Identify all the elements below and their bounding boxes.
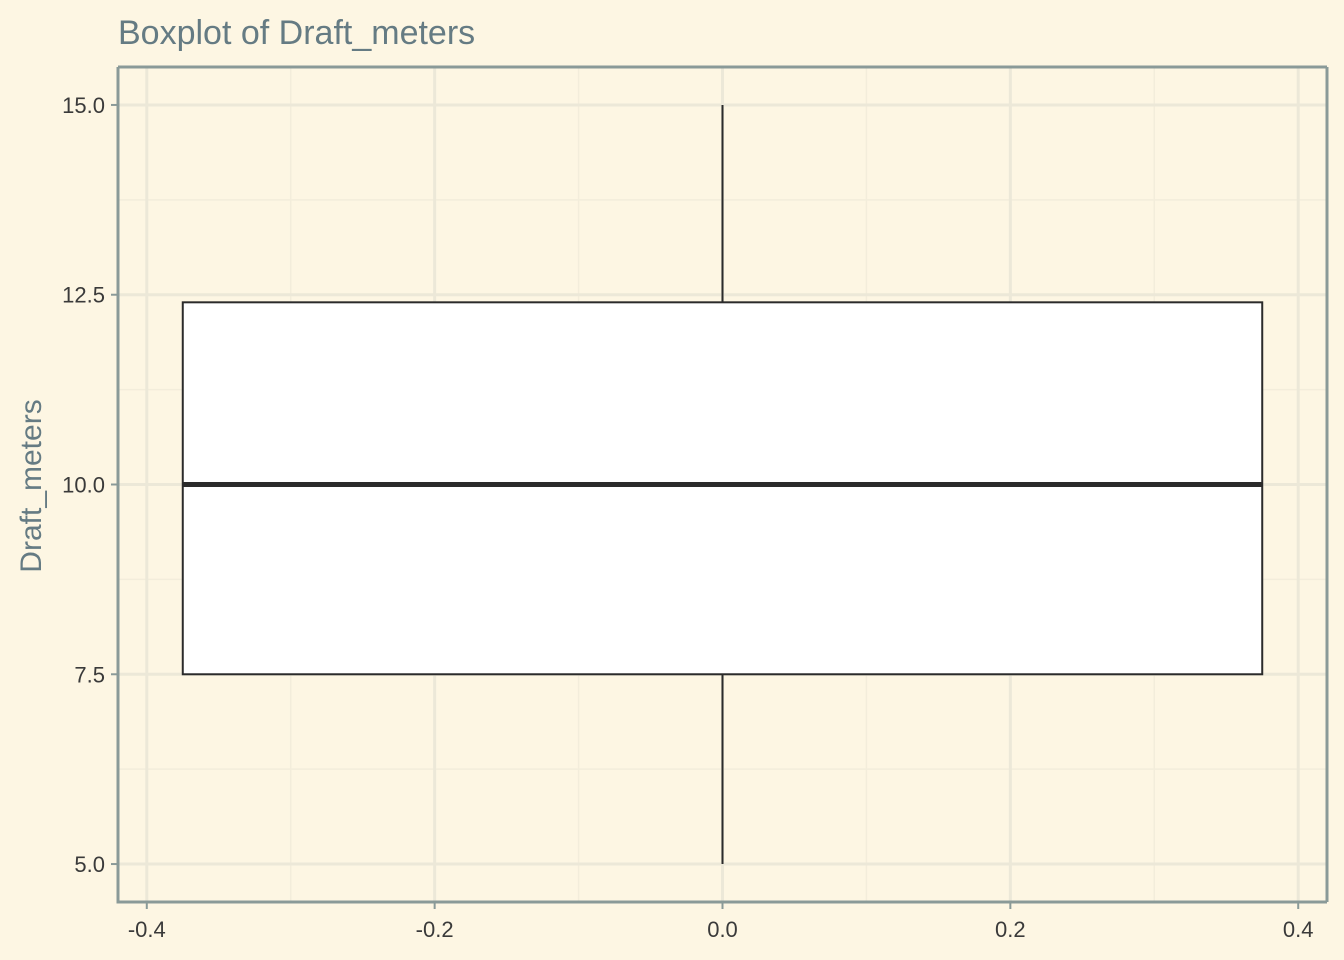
y-tick-label: 10.0 [62,473,105,498]
box-group [181,104,1264,865]
x-tick-label: -0.2 [416,917,454,942]
y-tick-label: 7.5 [74,662,105,687]
y-tick-label: 12.5 [62,283,105,308]
iqr-box [181,301,1264,676]
y-tick-label: 15.0 [62,93,105,118]
x-tick-label: 0.4 [1283,917,1314,942]
y-axis-ticks: 5.0 7.5 10.0 12.5 15.0 [62,93,118,877]
x-tick-label: 0.2 [995,917,1026,942]
axis-lines [116,67,1327,904]
x-tick-label: 0.0 [707,917,738,942]
y-axis-title: Draft_meters [15,399,48,572]
x-tick-label: -0.4 [128,917,166,942]
y-tick-label: 5.0 [74,852,105,877]
chart-title: Boxplot of Draft_meters [118,14,475,52]
axes [116,65,1329,904]
x-axis-ticks: -0.4 -0.2 0.0 0.2 0.4 [128,902,1314,942]
